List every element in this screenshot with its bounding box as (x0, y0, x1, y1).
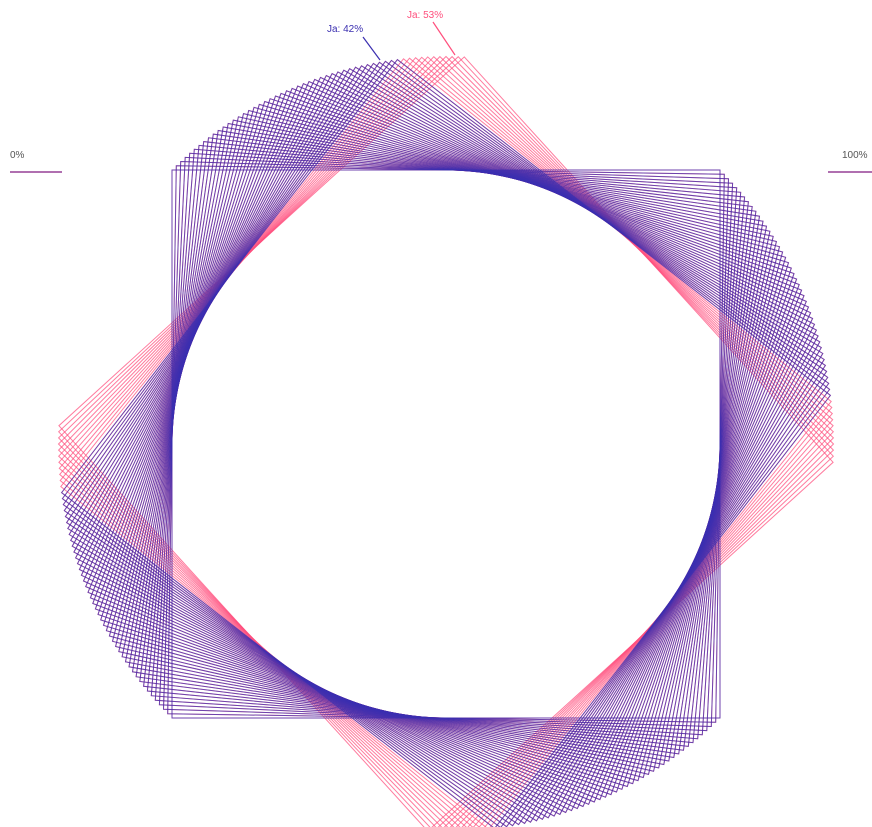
series-0-square (64, 62, 828, 826)
series-0-square (67, 65, 825, 823)
series-0-square (128, 126, 764, 762)
series-0-square (143, 141, 749, 747)
series-1-square (128, 126, 764, 762)
series-0-square (114, 112, 778, 776)
series-1-square (135, 133, 757, 755)
series-1-square (73, 71, 819, 817)
series-0-square (154, 152, 738, 736)
series-1-square (108, 106, 784, 782)
series-label-0-text: Ja: 42% (327, 24, 363, 35)
series-1-square (68, 66, 824, 822)
series-0-square (131, 129, 761, 759)
series-1-square (58, 56, 834, 827)
series-1-square (58, 56, 834, 827)
series-1-square (87, 85, 805, 803)
series-1-square (62, 60, 830, 827)
series-1-square (57, 55, 835, 827)
series-0-square (78, 76, 814, 812)
series-0-square (146, 144, 746, 744)
series-0-square (105, 103, 787, 785)
scale-right: 100% (828, 150, 872, 173)
series-0-square (111, 109, 781, 779)
series-0-square (139, 137, 753, 751)
series-label-1-text: Ja: 53% (407, 10, 443, 21)
series-1-square (92, 90, 800, 798)
series-1-square (63, 61, 829, 827)
series-0-square (150, 148, 742, 740)
series-1-square (121, 119, 771, 769)
series-1-square (61, 59, 831, 827)
series-0-square (162, 160, 730, 728)
series-1-square (60, 58, 832, 827)
series-1-square (89, 87, 803, 801)
series-0 (60, 58, 832, 827)
series-label-1-leader (432, 21, 456, 56)
series-1-square (124, 122, 768, 766)
series-1-square (171, 169, 721, 719)
series-1-square (82, 80, 810, 808)
series-1-square (58, 56, 834, 827)
series-0-square (60, 58, 832, 827)
series-1-square (57, 55, 835, 827)
series-0-square (171, 169, 721, 719)
scale-left: 0% (10, 150, 62, 173)
series-1-square (85, 83, 807, 805)
series-0-square (80, 78, 812, 810)
series-1-square (143, 141, 749, 747)
series-0-square (71, 69, 821, 819)
series-0-square (135, 133, 757, 755)
series-0-square (61, 59, 831, 827)
series-0-square (70, 68, 822, 820)
series-0-square (65, 63, 827, 825)
series-label-0-leader (362, 36, 381, 61)
series-1-square (146, 144, 746, 744)
series-0-square (74, 72, 818, 816)
series-0-square (82, 80, 810, 808)
series-0-square (100, 98, 792, 790)
series-0-square (87, 85, 805, 803)
series-0-square (94, 92, 798, 796)
series-0-square (89, 87, 803, 801)
series-1-square (67, 65, 825, 823)
series-0-square (102, 100, 790, 788)
series-0-square (76, 74, 816, 814)
series-0-square (68, 66, 824, 822)
scale-start-label: 0% (10, 150, 25, 161)
series-1-square (58, 56, 834, 827)
series-0-square (124, 122, 768, 766)
series-1-square (57, 55, 835, 827)
series-1-square (111, 109, 781, 779)
series-0-square (121, 119, 771, 769)
series-0-square (62, 60, 830, 827)
series-1-square (70, 68, 822, 820)
series-0-square (85, 83, 807, 805)
scale-end-label: 100% (842, 150, 868, 161)
series-0-square (63, 61, 829, 827)
series-0-square (73, 71, 819, 817)
squares-group (57, 55, 835, 827)
series-1-square (57, 55, 835, 827)
series-0-square (118, 116, 774, 772)
series-1-square (74, 72, 818, 816)
series-1-square (97, 95, 795, 793)
series-label-1: Ja: 53% (407, 10, 456, 56)
series-0-square (97, 95, 795, 793)
series-1-square (114, 112, 778, 776)
series-1-square (100, 98, 792, 790)
series-1-square (57, 55, 835, 827)
series-0-square (108, 106, 784, 782)
series-1-square (64, 62, 828, 826)
series-1 (57, 55, 835, 827)
series-1-square (105, 103, 787, 785)
series-1-square (78, 76, 814, 812)
series-label-0: Ja: 42% (327, 24, 381, 61)
series-0-square (92, 90, 800, 798)
series-0-square (158, 156, 734, 732)
